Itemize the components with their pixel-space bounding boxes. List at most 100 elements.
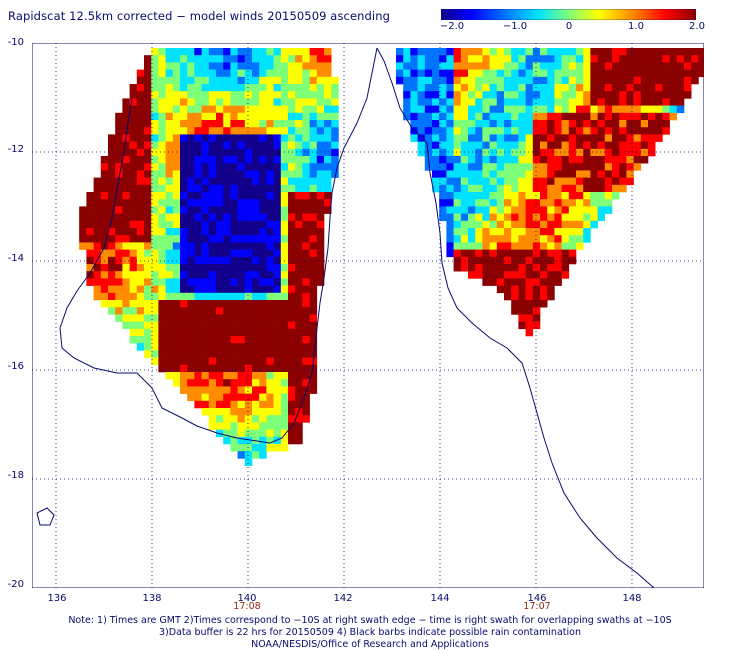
swath-cell [446,148,454,157]
swath-cell [518,184,526,193]
swath-cell [194,271,202,279]
swath-cell [648,127,656,135]
swath-cell [489,206,498,214]
swath-cell [244,278,253,286]
swath-cell [626,48,634,56]
swath-cell [568,55,577,63]
swath-cell [446,112,454,121]
lat-label-16: -16 [7,361,24,372]
swath-cell [302,134,310,142]
swath-cell [676,98,685,106]
swath-cell [518,285,526,294]
swath-cell [475,249,483,258]
swath-cell [252,429,260,438]
swath-cell [489,184,498,193]
swath-cell [230,386,238,394]
swath-cell [194,278,202,286]
note-line-3: NOAA/NESDIS/Office of Research and Appli… [251,639,489,650]
swath-cell [446,170,454,178]
swath-cell [208,249,217,258]
swath-cell [475,98,483,106]
swath-cell [244,292,253,301]
swath-cell [288,379,296,387]
swath-cell [151,235,159,243]
swath-cell [180,271,188,279]
colorbar-tick-minus2: −2.0 [439,21,465,32]
swath-cell [216,170,224,178]
swath-cell [273,112,282,121]
swath-cell [122,184,130,193]
swath-cell [165,336,174,344]
swath-cell [295,278,303,286]
swath-cell [482,213,490,222]
swath-cell [266,314,274,322]
swath-cell [100,228,109,236]
swath-cell [115,192,123,200]
swath-cell [547,271,555,279]
swath-cell [424,141,433,150]
swath-cell [554,177,562,186]
swath-cell [266,249,274,258]
swath-cell [568,235,577,243]
swath-cell [489,177,498,186]
swath-cell [252,264,260,272]
swath-cell [201,321,210,330]
swath-cell [136,271,145,279]
swath-cell [597,127,606,135]
swath-cell [482,235,490,243]
swath-cell [266,235,274,243]
swath-cell [640,91,649,99]
swath-cell [216,285,224,294]
swath-cell [158,170,166,178]
swath-cell [532,220,541,229]
swath-cell [583,105,591,114]
swath-cell [432,141,440,150]
swath-cell [244,69,253,78]
swath-cell [482,228,490,236]
swath-cell [266,307,274,315]
swath-cell [237,134,246,142]
swath-cell [576,177,584,186]
swath-cell [612,163,620,171]
swath-cell [439,134,447,142]
swath-cell [230,292,238,301]
swath-cell [468,91,476,99]
swath-cell [604,76,613,85]
swath-cell [424,105,433,114]
swath-cell [266,213,274,222]
swath-cells [79,48,704,466]
swath-cell [504,256,512,265]
swath-cell [151,127,159,135]
swath-cell [295,228,303,236]
swath-cell [424,76,433,85]
swath-cell [158,307,166,315]
swath-cell [561,235,570,243]
swath-cell [482,256,490,265]
swath-cell [302,98,310,106]
swath-cell [244,55,253,63]
swath-cell [230,156,238,164]
swath-cell [172,213,181,222]
swath-cell [244,170,253,178]
swath-cell [576,235,584,243]
swath-cell [316,206,325,214]
swath-cell [324,76,332,85]
swath-cell [561,134,570,142]
swath-cell [475,112,483,121]
swath-cell [129,307,138,315]
swath-cell [144,256,152,265]
colorbar-tick-zero: 0 [565,21,573,32]
swath-cell [640,148,649,157]
swath-cell [511,206,519,214]
swath-cell [504,127,512,135]
swath-cell [288,177,296,186]
swath-cell [633,91,642,99]
swath-cell [417,62,426,70]
swath-cell [244,364,253,373]
swath-cell [230,364,238,373]
swath-cell [460,55,469,63]
swath-cell [626,69,634,78]
swath-cell [244,249,253,258]
swath-cell [230,105,238,114]
swath-cell [201,350,210,358]
